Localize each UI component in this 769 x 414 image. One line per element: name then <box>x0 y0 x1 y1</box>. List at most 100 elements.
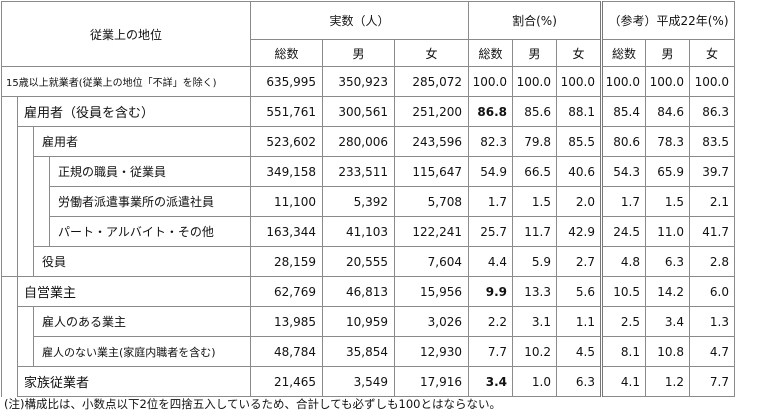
row-label-dispatched-workers: 労働者派遣事業所の派遣社員 <box>49 186 251 217</box>
row-label-employer-with-staff: 雇人のある業主 <box>33 306 251 337</box>
header-actual-female: 女 <box>394 39 469 67</box>
header-ref-total: 総数 <box>600 39 646 67</box>
header-ratio-total: 総数 <box>468 39 513 67</box>
cell: 41.7 <box>689 216 735 247</box>
table-row: 雇用者（役員を含む） 551,761 300,561 251,200 86.8 … <box>1 96 735 277</box>
indent-spacer <box>17 306 34 367</box>
header-reference: （参考）平成22年(%) <box>600 1 735 40</box>
cell: 635,995 <box>250 66 323 97</box>
cell: 84.6 <box>645 96 690 127</box>
cell: 12,930 <box>394 336 469 367</box>
cell: 85.6 <box>512 96 557 127</box>
cell: 243,596 <box>394 126 469 157</box>
cell: 9.9 <box>468 276 513 307</box>
cell: 15,956 <box>394 276 469 307</box>
cell: 122,241 <box>394 216 469 247</box>
cell: 5.6 <box>556 276 602 307</box>
cell: 6.3 <box>645 246 690 277</box>
cell: 3,026 <box>394 306 469 337</box>
cell: 28,159 <box>250 246 323 277</box>
header-ref-male: 男 <box>645 39 690 67</box>
row-label-self-employed: 自営業主 <box>17 276 251 307</box>
cell: 5,392 <box>322 186 395 217</box>
row-label-regular-staff: 正規の職員・従業員 <box>49 156 251 187</box>
cell: 100.0 <box>600 66 646 97</box>
cell: 78.3 <box>645 126 690 157</box>
cell: 280,006 <box>322 126 395 157</box>
cell: 3,549 <box>322 366 395 397</box>
cell: 285,072 <box>394 66 469 97</box>
table-row: 15歳以上就業者(従業上の地位「不詳」を除く) 635,995 350,923 … <box>1 66 735 97</box>
row-label-part-time: パート・アルバイト・その他 <box>49 216 251 247</box>
cell: 6.0 <box>689 276 735 307</box>
cell: 350,923 <box>322 66 395 97</box>
indent-spacer <box>1 276 18 397</box>
header-ratio-female: 女 <box>556 39 602 67</box>
cell: 79.8 <box>512 126 557 157</box>
cell: 7.7 <box>468 336 513 367</box>
cell: 3.1 <box>512 306 557 337</box>
cell: 4.8 <box>600 246 646 277</box>
cell: 2.0 <box>556 186 602 217</box>
table-row: 正規の職員・従業員 349,158 233,511 115,647 54.9 6… <box>2 156 735 247</box>
cell: 3.4 <box>468 366 513 397</box>
cell: 4.1 <box>600 366 646 397</box>
table-row: 家族従業者 21,465 3,549 17,916 3.4 1.0 6.3 4.… <box>2 366 735 397</box>
cell: 1.1 <box>556 306 602 337</box>
row-label-family-workers: 家族従業者 <box>17 366 251 397</box>
cell: 42.9 <box>556 216 602 247</box>
cell: 14.2 <box>645 276 690 307</box>
cell: 13.3 <box>512 276 557 307</box>
cell: 7,604 <box>394 246 469 277</box>
cell: 1.2 <box>645 366 690 397</box>
cell: 41,103 <box>322 216 395 247</box>
header-actual-total: 総数 <box>250 39 323 67</box>
cell: 10.2 <box>512 336 557 367</box>
cell: 300,561 <box>322 96 395 127</box>
cell: 8.1 <box>600 336 646 367</box>
header-ratio: 割合(%) <box>468 1 602 40</box>
cell: 20,555 <box>322 246 395 277</box>
cell: 48,784 <box>250 336 323 367</box>
cell: 62,769 <box>250 276 323 307</box>
cell: 5.9 <box>512 246 557 277</box>
row-label-employer-without-staff: 雇人のない業主(家庭内職者を含む) <box>33 336 251 367</box>
cell: 100.0 <box>689 66 735 97</box>
cell: 10,959 <box>322 306 395 337</box>
row-label-employees-incl-officers: 雇用者（役員を含む） <box>17 96 251 127</box>
cell: 83.5 <box>689 126 735 157</box>
cell: 523,602 <box>250 126 323 157</box>
row-label-employees: 雇用者 <box>33 126 251 157</box>
table-row: 自営業主 62,769 46,813 15,956 9.9 13.3 5.6 1… <box>1 276 735 397</box>
cell: 1.7 <box>468 186 513 217</box>
table-row: 労働者派遣事業所の派遣社員 11,100 5,392 5,708 1.7 1.5… <box>2 186 735 217</box>
cell: 100.0 <box>512 66 557 97</box>
cell: 86.8 <box>468 96 513 127</box>
table-row: 役員 28,159 20,555 7,604 4.4 5.9 2.7 4.8 6… <box>2 246 735 277</box>
cell: 10.5 <box>600 276 646 307</box>
indent-spacer <box>1 96 18 277</box>
header-status: 従業上の地位 <box>1 1 251 67</box>
cell: 1.3 <box>689 306 735 337</box>
cell: 2.1 <box>689 186 735 217</box>
cell: 46,813 <box>322 276 395 307</box>
cell: 100.0 <box>468 66 513 97</box>
cell: 54.9 <box>468 156 513 187</box>
cell: 2.7 <box>556 246 602 277</box>
cell: 88.1 <box>556 96 602 127</box>
cell: 11,100 <box>250 186 323 217</box>
cell: 39.7 <box>689 156 735 187</box>
cell: 115,647 <box>394 156 469 187</box>
table-row: 雇人のない業主(家庭内職者を含む) 48,784 35,854 12,930 7… <box>2 336 735 367</box>
cell: 4.4 <box>468 246 513 277</box>
cell: 349,158 <box>250 156 323 187</box>
cell: 2.8 <box>689 246 735 277</box>
cell: 7.7 <box>689 366 735 397</box>
employment-status-table: 従業上の地位 実数（人） 割合(%) （参考）平成22年(%) 総数 男 女 総… <box>1 1 735 397</box>
cell: 233,511 <box>322 156 395 187</box>
cell: 54.3 <box>600 156 646 187</box>
cell: 17,916 <box>394 366 469 397</box>
cell: 1.7 <box>600 186 646 217</box>
cell: 35,854 <box>322 336 395 367</box>
